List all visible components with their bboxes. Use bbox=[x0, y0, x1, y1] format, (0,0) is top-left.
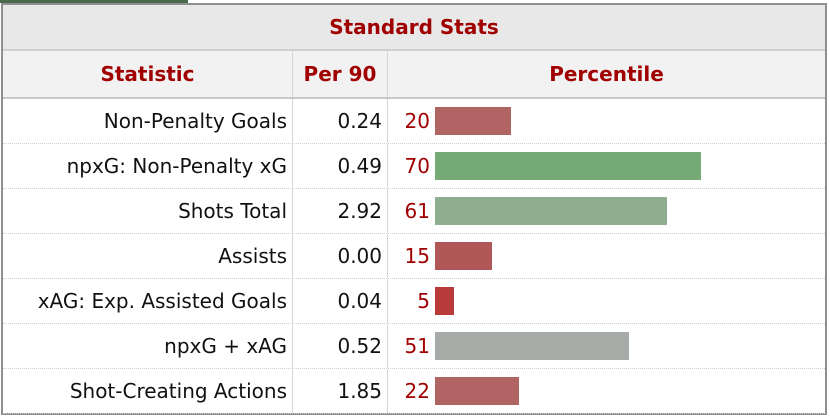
percentile-bar-track bbox=[435, 377, 815, 405]
statistic-cell: Assists bbox=[3, 234, 293, 278]
table-row: Assists 0.00 15 bbox=[3, 234, 825, 279]
statistic-cell: Non-Penalty Goals bbox=[3, 99, 293, 143]
percentile-value: 15 bbox=[404, 244, 430, 268]
table-row: npxG: Non-Penalty xG 0.49 70 bbox=[3, 144, 825, 189]
per90-value: 0.52 bbox=[337, 334, 382, 358]
percentile-bar bbox=[435, 377, 519, 405]
percentile-bar-track bbox=[435, 152, 815, 180]
table-row: Shots Total 2.92 61 bbox=[3, 189, 825, 234]
per90-value: 2.92 bbox=[337, 199, 382, 223]
standard-stats-table: Standard Stats Statistic Per 90 Percenti… bbox=[1, 3, 827, 415]
per90-cell: 0.00 bbox=[293, 234, 388, 278]
percentile-bar-track bbox=[435, 242, 815, 270]
per90-value: 0.24 bbox=[337, 109, 382, 133]
statistic-label: Assists bbox=[218, 244, 287, 268]
statistic-cell: npxG + xAG bbox=[3, 324, 293, 368]
table-row: Shot-Creating Actions 1.85 22 bbox=[3, 369, 825, 414]
header-per90[interactable]: Per 90 bbox=[293, 51, 388, 97]
percentile-cell: 5 bbox=[388, 279, 825, 323]
percentile-cell: 61 bbox=[388, 189, 825, 233]
percentile-cell: 70 bbox=[388, 144, 825, 188]
percentile-cell: 15 bbox=[388, 234, 825, 278]
statistic-label: npxG + xAG bbox=[164, 334, 287, 358]
percentile-bar bbox=[435, 242, 492, 270]
per90-value: 1.85 bbox=[337, 379, 382, 403]
per90-cell: 0.24 bbox=[293, 99, 388, 143]
percentile-cell: 22 bbox=[388, 369, 825, 413]
per90-cell: 0.52 bbox=[293, 324, 388, 368]
percentile-value: 61 bbox=[404, 199, 430, 223]
percentile-bar bbox=[435, 152, 701, 180]
statistic-label: Shot-Creating Actions bbox=[69, 379, 287, 403]
table-row: Non-Penalty Goals 0.24 20 bbox=[3, 99, 825, 144]
statistic-label: Non-Penalty Goals bbox=[103, 109, 287, 133]
percentile-cell: 20 bbox=[388, 99, 825, 143]
percentile-bar bbox=[435, 197, 667, 225]
percentile-bar-track bbox=[435, 197, 815, 225]
percentile-bar-track bbox=[435, 107, 815, 135]
percentile-bar bbox=[435, 287, 454, 315]
statistic-label: xAG: Exp. Assisted Goals bbox=[37, 289, 287, 313]
percentile-bar bbox=[435, 107, 511, 135]
percentile-cell: 51 bbox=[388, 324, 825, 368]
statistic-label: Shots Total bbox=[178, 199, 287, 223]
header-statistic[interactable]: Statistic bbox=[3, 51, 293, 97]
per90-value: 0.49 bbox=[337, 154, 382, 178]
table-row: xAG: Exp. Assisted Goals 0.04 5 bbox=[3, 279, 825, 324]
statistic-cell: Shot-Creating Actions bbox=[3, 369, 293, 413]
per90-cell: 2.92 bbox=[293, 189, 388, 233]
percentile-value: 20 bbox=[404, 109, 430, 133]
per90-cell: 0.04 bbox=[293, 279, 388, 323]
statistic-label: npxG: Non-Penalty xG bbox=[66, 154, 287, 178]
table-row: npxG + xAG 0.52 51 bbox=[3, 324, 825, 369]
percentile-bar-track bbox=[435, 332, 815, 360]
percentile-bar-track bbox=[435, 287, 815, 315]
statistic-cell: npxG: Non-Penalty xG bbox=[3, 144, 293, 188]
statistic-cell: xAG: Exp. Assisted Goals bbox=[3, 279, 293, 323]
percentile-value: 51 bbox=[404, 334, 430, 358]
per90-value: 0.04 bbox=[337, 289, 382, 313]
header-percentile[interactable]: Percentile bbox=[549, 62, 664, 86]
per90-cell: 0.49 bbox=[293, 144, 388, 188]
statistic-cell: Shots Total bbox=[3, 189, 293, 233]
percentile-value: 22 bbox=[404, 379, 430, 403]
header-row: Statistic Per 90 Percentile bbox=[3, 51, 825, 99]
table-caption: Standard Stats bbox=[3, 5, 825, 51]
top-accent-line bbox=[0, 0, 188, 3]
percentile-value: 5 bbox=[417, 289, 430, 313]
per90-cell: 1.85 bbox=[293, 369, 388, 413]
percentile-value: 70 bbox=[404, 154, 430, 178]
per90-value: 0.00 bbox=[337, 244, 382, 268]
percentile-bar bbox=[435, 332, 629, 360]
